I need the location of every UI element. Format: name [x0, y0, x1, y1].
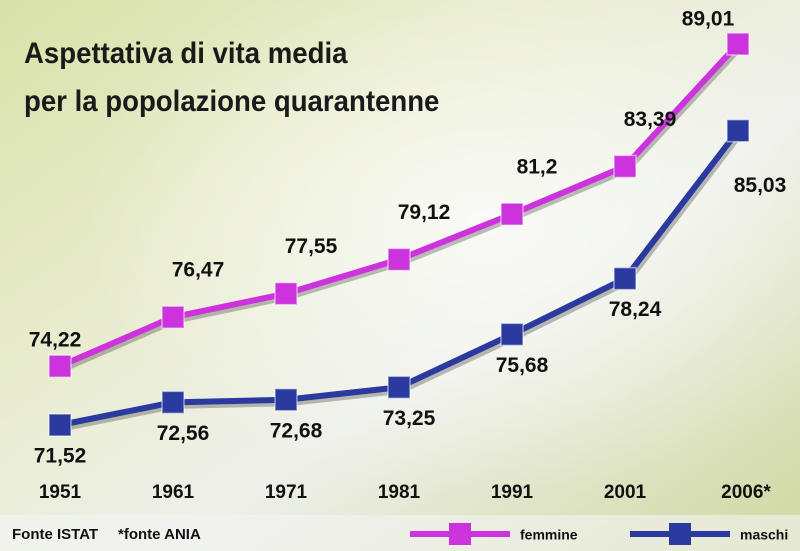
- marker: [613, 154, 637, 179]
- value-label: 72,68: [270, 419, 323, 442]
- value-label: 81,2: [517, 156, 558, 179]
- x-tick-label: 2006*: [721, 482, 771, 503]
- value-label: 75,68: [496, 354, 549, 377]
- marker: [274, 387, 298, 412]
- x-tick-label: 1981: [378, 482, 421, 503]
- legend-marker: [449, 523, 471, 545]
- marker: [500, 202, 524, 226]
- marker: [161, 390, 185, 415]
- marker: [500, 322, 524, 347]
- chart-title: Aspettativa di vita media: [24, 37, 348, 70]
- value-label: 78,24: [609, 298, 662, 321]
- marker: [613, 266, 637, 291]
- marker: [726, 118, 750, 143]
- source-note: Fonte ISTAT: [12, 526, 98, 543]
- value-label: 83,39: [624, 108, 677, 131]
- marker: [726, 32, 750, 56]
- value-label: 71,52: [34, 445, 87, 468]
- x-tick-label: 1951: [39, 482, 82, 503]
- marker: [48, 413, 72, 437]
- x-tick-label: 1961: [152, 482, 195, 503]
- value-label: 77,55: [285, 235, 338, 258]
- marker: [387, 247, 411, 272]
- marker: [387, 375, 411, 400]
- value-label: 76,47: [172, 259, 225, 282]
- x-tick-label: 1991: [491, 482, 534, 503]
- chart-title: per la popolazione quarantenne: [24, 85, 439, 118]
- legend-label: maschi: [740, 527, 788, 543]
- x-tick-label: 2001: [604, 482, 647, 503]
- value-label: 79,12: [398, 201, 451, 224]
- marker: [274, 281, 298, 306]
- source-note: *fonte ANIA: [118, 526, 201, 543]
- legend-marker: [669, 523, 691, 545]
- value-label: 74,22: [29, 329, 82, 352]
- marker: [48, 354, 72, 378]
- marker: [161, 305, 185, 329]
- legend-label: femmine: [520, 527, 578, 543]
- value-label: 72,56: [157, 422, 210, 445]
- value-label: 73,25: [383, 407, 436, 430]
- x-tick-label: 1971: [265, 482, 308, 503]
- value-label: 89,01: [682, 8, 735, 31]
- value-label: 85,03: [734, 174, 787, 197]
